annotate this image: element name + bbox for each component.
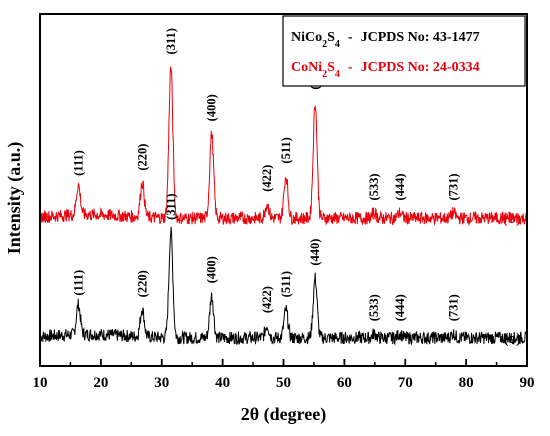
x-tick-label: 90 [520, 375, 535, 391]
peak-label-layer: (111) (220) (311) (400) (422) (511) (440) (533)… [71, 28, 521, 347]
x-tick-label: 80 [459, 375, 474, 391]
legend-entry: CoNi2S4- JCPDS No: 24-0334 [291, 60, 480, 80]
x-tick-label: 30 [154, 375, 169, 391]
series-line [39, 226, 527, 346]
peak-label: (533) [367, 173, 381, 200]
tick-layer: 10 20 30 40 50 60 70 80 90 [33, 359, 535, 391]
peak-label: (111) [71, 150, 85, 176]
legend-entry: NiCo2S4- JCPDS No: 43-1477 [291, 30, 480, 50]
x-tick-label: 50 [276, 375, 291, 391]
peak-label: (422) [260, 165, 274, 192]
peak-label: (511) [279, 271, 293, 297]
series-tag: (b) [503, 211, 521, 227]
peak-label: (311) [164, 194, 178, 220]
peak-label: (220) [135, 144, 149, 171]
x-tick-label: 40 [215, 375, 230, 391]
peak-label: (400) [205, 256, 219, 283]
y-axis-title: Intensity (a.u.) [4, 142, 25, 255]
peak-label: (220) [135, 270, 149, 297]
peak-label: (311) [164, 28, 178, 54]
peak-label: (400) [205, 94, 219, 121]
peak-label: (533) [367, 294, 381, 321]
legend: NiCo2S4- JCPDS No: 43-1477 CoNi2S4- JCPDS N… [282, 15, 526, 87]
peak-label: (731) [446, 294, 460, 321]
x-axis-title: 2θ (degree) [241, 404, 327, 425]
x-tick-label: 70 [398, 375, 413, 391]
legend-entries: NiCo2S4- JCPDS No: 43-1477 CoNi2S4- JCPDS N… [291, 30, 480, 80]
x-tick-label: 60 [337, 375, 352, 391]
x-tick-label: 20 [93, 375, 108, 391]
legend-box [282, 15, 526, 87]
peak-label: (444) [393, 294, 407, 321]
peak-label: (731) [446, 173, 460, 200]
series-line [39, 66, 527, 227]
peak-label: (444) [393, 173, 407, 200]
series-tag: (a) [504, 331, 522, 347]
peak-label: (440) [308, 239, 322, 266]
peak-label: (511) [279, 137, 293, 163]
series-layer [39, 66, 527, 346]
x-tick-label: 10 [33, 375, 48, 391]
peak-label: (111) [71, 270, 85, 296]
peak-label: (422) [260, 286, 274, 313]
